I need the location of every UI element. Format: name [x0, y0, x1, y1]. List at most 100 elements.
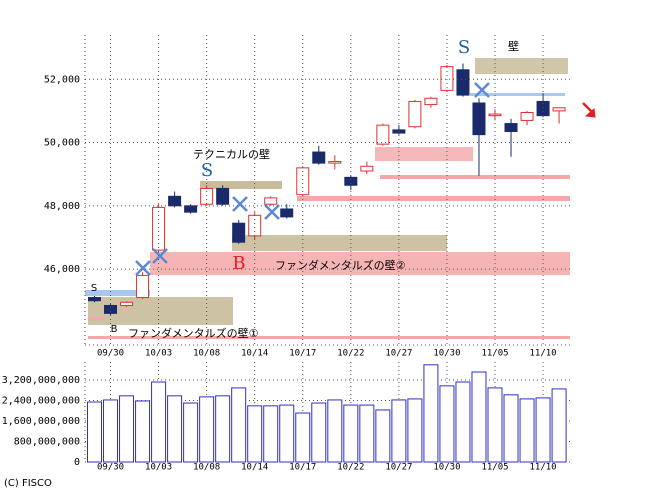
- wall-line: [297, 196, 570, 201]
- candle-body: [248, 214, 262, 237]
- wall-line: [88, 336, 570, 339]
- x-tick-label: 10/17: [289, 349, 316, 359]
- candle-body: [88, 297, 101, 302]
- y-tick-label: 0: [74, 457, 80, 468]
- annotation: S: [201, 160, 213, 181]
- markers: [135, 82, 596, 276]
- candle-body: [104, 304, 118, 314]
- x-tick-label: 10/14: [241, 463, 268, 473]
- candle-body: [200, 187, 214, 205]
- volume-bar: [535, 397, 551, 463]
- candles: [88, 63, 566, 315]
- volume-bar: [439, 385, 455, 463]
- x-tick-label: 09/30: [97, 349, 124, 359]
- volume-bar: [423, 364, 439, 463]
- candle-body: [520, 112, 534, 121]
- wall-line: [470, 93, 565, 96]
- wall-line: [380, 175, 570, 179]
- x-tick-label: 11/05: [481, 349, 508, 359]
- candle-body: [440, 66, 454, 91]
- candle-body: [312, 151, 326, 164]
- wall-line: [88, 317, 105, 320]
- x-tick-label: 10/30: [433, 463, 460, 473]
- volume-bar: [471, 371, 487, 463]
- volume-bar: [359, 404, 375, 463]
- annotation: B: [232, 253, 245, 274]
- candle-body: [344, 176, 358, 186]
- x-tick-label: 10/27: [385, 463, 412, 473]
- volume-bar: [295, 412, 311, 463]
- x-tick-label: 11/10: [530, 349, 557, 359]
- candle-body: [424, 97, 438, 106]
- cross-mark: [232, 196, 248, 212]
- x-tick-label: 10/03: [145, 349, 172, 359]
- candle-body: [232, 222, 246, 243]
- candle-body: [136, 274, 150, 299]
- volume-bar: [247, 405, 263, 463]
- x-tick-label: 11/05: [481, 463, 508, 473]
- volume-bar: [231, 387, 247, 463]
- candle-body: [376, 124, 390, 145]
- y-tick-label: 48,000: [44, 201, 80, 212]
- candle-body: [328, 161, 342, 164]
- x-tick-label: 10/30: [433, 349, 460, 359]
- volume-bar: [487, 387, 503, 463]
- wall-zone: [85, 290, 150, 296]
- volume-bar: [343, 404, 359, 463]
- y-tick-label: 3,200,000,000: [2, 375, 80, 386]
- candle-body: [280, 208, 294, 218]
- volume-bar: [375, 409, 391, 463]
- candle-body: [552, 107, 566, 112]
- volume-bar: [327, 399, 343, 463]
- wall-zone: [475, 58, 568, 74]
- volume-bar: [407, 398, 423, 463]
- volume-bar: [151, 381, 167, 463]
- volume-bar: [103, 399, 119, 463]
- arrow-head: [584, 108, 596, 118]
- volume-bar: [519, 398, 535, 463]
- cross-mark: [474, 82, 490, 98]
- annotation: S: [458, 37, 470, 58]
- volume-bar: [391, 399, 407, 463]
- volume-bar: [279, 404, 295, 463]
- x-tick-label: 10/17: [289, 463, 316, 473]
- volume-bar: [135, 400, 151, 463]
- candle-body: [120, 301, 134, 306]
- candle-body: [168, 195, 182, 207]
- x-tick-label: 10/27: [385, 349, 412, 359]
- candle-body: [264, 197, 278, 205]
- volume-bar: [551, 388, 567, 463]
- volume-bar: [503, 394, 519, 463]
- candle-body: [504, 123, 518, 132]
- y-tick-label: 46,000: [44, 264, 80, 275]
- candle-body: [472, 102, 486, 136]
- cross-mark: [152, 248, 168, 264]
- cross-mark: [264, 204, 280, 220]
- x-tick-label: 10/08: [193, 349, 220, 359]
- footer: (C) FISCO: [4, 478, 52, 489]
- annotation: ファンダメンタルズの壁①: [128, 326, 259, 340]
- volume-bar: [183, 402, 199, 463]
- y-tick-label: 50,000: [44, 138, 80, 149]
- volume-bar: [119, 395, 135, 463]
- y-tick-label: 800,000,000: [14, 436, 80, 447]
- volume-bar: [263, 405, 279, 463]
- wall-zone: [375, 147, 473, 161]
- candle-body: [184, 205, 198, 213]
- x-tick-label: 10/14: [241, 349, 268, 359]
- candle-body: [216, 187, 230, 205]
- x-tick-label: 10/08: [193, 463, 220, 473]
- candle-body: [456, 69, 470, 96]
- volume-bar: [311, 402, 327, 463]
- volume-bar: [215, 395, 231, 463]
- y-tick-label: 52,000: [44, 74, 80, 85]
- x-tick-label: 10/03: [145, 463, 172, 473]
- wall-zone: [232, 235, 447, 251]
- y-tick-label: 2,400,000,000: [2, 395, 80, 406]
- y-tick-label: 1,600,000,000: [2, 416, 80, 427]
- x-tick-label: 10/22: [337, 349, 364, 359]
- volume-bar: [455, 381, 471, 463]
- cross-mark: [135, 260, 151, 276]
- x-tick-label: 09/30: [97, 463, 124, 473]
